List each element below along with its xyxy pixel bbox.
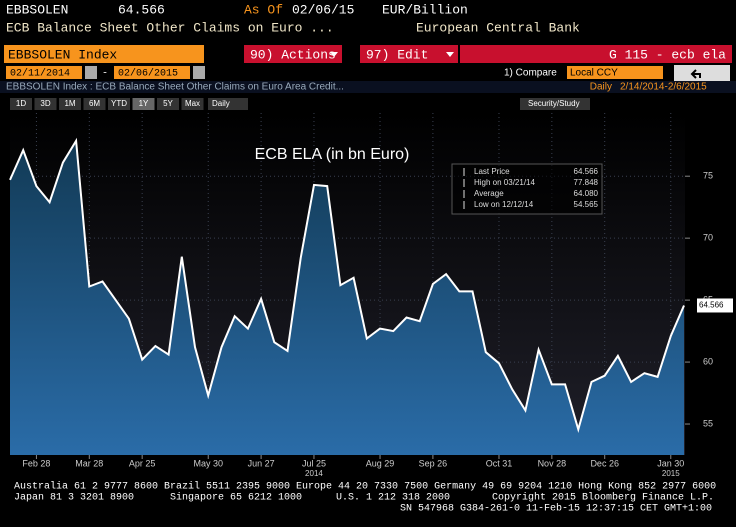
- back-arrow: [690, 69, 701, 79]
- footer-line: Japan 81 3 3201 8900: [14, 493, 134, 504]
- frequency[interactable]: Daily: [212, 99, 230, 108]
- dropdown-arrow: [330, 52, 338, 57]
- function-label: G 115 - ecb ela: [609, 47, 726, 62]
- period-label[interactable]: 1D: [16, 99, 26, 108]
- last-price-tag: [697, 298, 733, 313]
- study-button[interactable]: [520, 98, 590, 110]
- footer-line: Australia 61 2 9777 8600 Brazil 5511 239…: [14, 481, 716, 493]
- compare-label[interactable]: 1) Compare: [504, 68, 557, 79]
- y-tick-label: 75: [703, 171, 713, 181]
- stats-box: [451, 163, 603, 215]
- footer-line: SN 547968 G384-261-0 11-Feb-15 12:37:15 …: [400, 503, 712, 515]
- currency-select[interactable]: [567, 66, 663, 79]
- security-box[interactable]: [4, 45, 204, 63]
- ticker: EBBSOLEN: [6, 2, 68, 17]
- x-tick-label: Jun 27: [248, 458, 275, 468]
- description: ECB Balance Sheet Other Claims on Euro .…: [6, 20, 334, 35]
- function-bar: [460, 45, 732, 63]
- period-button[interactable]: [157, 98, 179, 110]
- start-date-input[interactable]: [6, 66, 82, 79]
- dropdown-arrow: [446, 52, 454, 57]
- edit-label[interactable]: 97) Edit: [366, 47, 428, 62]
- period-label[interactable]: 3D: [40, 99, 50, 108]
- source: European Central Bank: [416, 20, 580, 35]
- stat-label: Last Price: [474, 167, 510, 176]
- x-tick-label: Apr 25: [129, 458, 156, 468]
- x-tick-label: Feb 28: [22, 458, 50, 468]
- stat-value: 64.566: [574, 167, 599, 176]
- calendar-icon[interactable]: [193, 66, 205, 79]
- y-tick-label: 55: [703, 418, 713, 428]
- units: EUR/Billion: [382, 2, 468, 17]
- y-tick-label: 70: [703, 233, 713, 243]
- frequency-button[interactable]: [208, 98, 248, 110]
- x-tick-label: Sep 26: [419, 458, 448, 468]
- period-button[interactable]: [181, 98, 204, 110]
- period-button[interactable]: [108, 98, 130, 110]
- period-label[interactable]: 6M: [89, 99, 100, 108]
- x-tick-label: May 30: [193, 458, 223, 468]
- actions-button[interactable]: [244, 45, 342, 63]
- currency[interactable]: Local CCY: [570, 68, 618, 79]
- x-tick-label: Oct 31: [486, 458, 513, 468]
- start-date[interactable]: 02/11/2014: [10, 68, 70, 80]
- year-label: 2014: [305, 469, 323, 478]
- stat-label: High on 03/21/14: [474, 178, 535, 187]
- range-label: Daily: [590, 82, 612, 93]
- x-tick-label: Dec 26: [590, 458, 619, 468]
- period-label[interactable]: 1M: [64, 99, 75, 108]
- period-button[interactable]: [10, 98, 32, 110]
- chart-title: ECB ELA (in bn Euro): [255, 146, 410, 163]
- year-label: 2015: [662, 469, 680, 478]
- as-of-date: 02/06/15: [292, 2, 354, 17]
- actions-label[interactable]: 90) Actions: [250, 47, 336, 62]
- subtitle-bar: [0, 81, 736, 93]
- footer-line: Singapore 65 6212 1000: [170, 492, 302, 504]
- period-button[interactable]: [83, 98, 106, 110]
- period-button[interactable]: [132, 98, 155, 110]
- period-button[interactable]: [34, 98, 57, 110]
- area-fill: [10, 140, 684, 455]
- back-button[interactable]: [674, 65, 730, 81]
- x-tick-label: Jul 25: [302, 458, 326, 468]
- stat-value: 64.080: [574, 189, 599, 198]
- stat-value: 77.848: [574, 178, 599, 187]
- stat-label: Average: [474, 189, 504, 198]
- period-label[interactable]: Max: [185, 99, 200, 108]
- security[interactable]: EBBSOLEN Index: [8, 47, 117, 62]
- period-label[interactable]: YTD: [111, 99, 127, 108]
- footer-line: Copyright 2015 Bloomberg Finance L.P.: [492, 492, 714, 504]
- study[interactable]: Security/Study: [528, 99, 580, 108]
- stat-value: 54.565: [574, 200, 599, 209]
- x-tick-label: Mar 28: [75, 458, 103, 468]
- y-tick-label: 60: [703, 356, 713, 366]
- dash: -: [102, 69, 108, 80]
- end-date-input[interactable]: [114, 66, 190, 79]
- calendar-icon[interactable]: [85, 66, 97, 79]
- line: [9, 137, 685, 434]
- edit-button[interactable]: [360, 45, 458, 63]
- x-tick-label: Aug 29: [366, 458, 395, 468]
- x-tick-label: Jan 30: [657, 458, 684, 468]
- as-of-label: As Of: [244, 2, 283, 17]
- period-label[interactable]: 1Y: [139, 99, 149, 108]
- subtitle: EBBSOLEN Index : ECB Balance Sheet Other…: [6, 82, 344, 93]
- period-label[interactable]: 5Y: [163, 99, 173, 108]
- period-button[interactable]: [59, 98, 81, 110]
- x-tick-label: Nov 28: [538, 458, 567, 468]
- stat-label: Low on 12/12/14: [474, 200, 534, 209]
- price: 64.566: [118, 2, 165, 17]
- footer-line: U.S. 1 212 318 2000: [336, 493, 450, 504]
- end-date[interactable]: 02/06/2015: [118, 68, 178, 80]
- range: 2/14/2014-2/6/2015: [620, 82, 707, 93]
- last-price-label: 64.566: [699, 301, 724, 310]
